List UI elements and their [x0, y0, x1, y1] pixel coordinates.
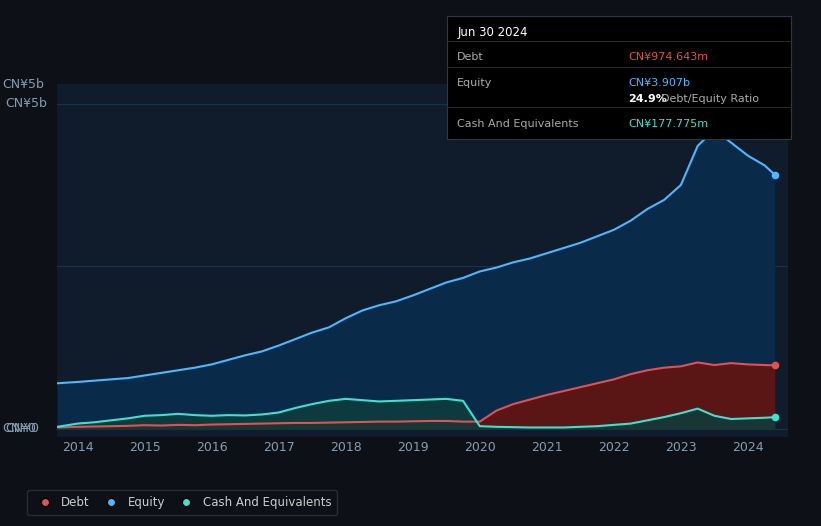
- Text: Jun 30 2024: Jun 30 2024: [457, 26, 528, 39]
- Text: Equity: Equity: [457, 78, 493, 88]
- Text: CN¥0: CN¥0: [5, 422, 39, 436]
- Text: CN¥5b: CN¥5b: [5, 97, 47, 110]
- Text: Debt/Equity Ratio: Debt/Equity Ratio: [661, 94, 759, 104]
- Text: Cash And Equivalents: Cash And Equivalents: [457, 118, 579, 129]
- Point: [768, 413, 782, 421]
- Text: CN¥0: CN¥0: [2, 422, 37, 436]
- Point: [768, 170, 782, 179]
- Text: Debt: Debt: [457, 52, 484, 62]
- Legend: Debt, Equity, Cash And Equivalents: Debt, Equity, Cash And Equivalents: [27, 490, 337, 515]
- Text: CN¥3.907b: CN¥3.907b: [628, 78, 690, 88]
- Text: CN¥177.775m: CN¥177.775m: [628, 118, 709, 129]
- Text: 24.9%: 24.9%: [628, 94, 667, 104]
- Text: CN¥5b: CN¥5b: [2, 78, 44, 90]
- Text: CN¥974.643m: CN¥974.643m: [628, 52, 709, 62]
- Point: [768, 361, 782, 370]
